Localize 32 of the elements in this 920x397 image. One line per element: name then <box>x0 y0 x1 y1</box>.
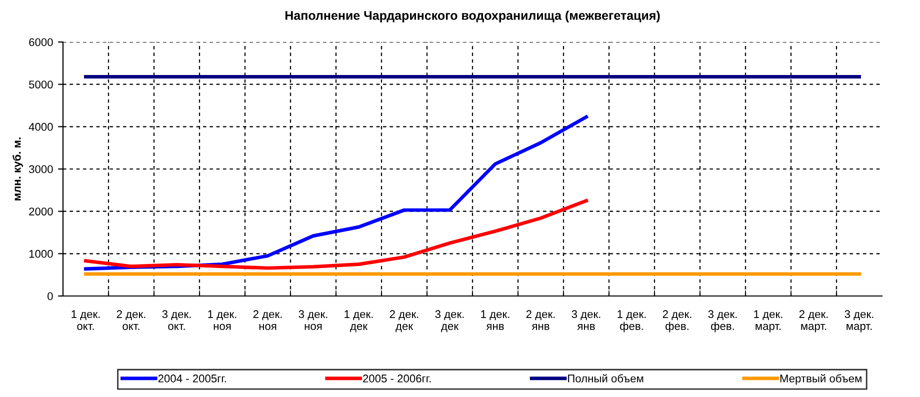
x-tick-label: 3 дек. дек <box>435 310 464 332</box>
x-tick-label: 2 дек. окт. <box>116 310 146 330</box>
x-tick-label: 3 дек. ноя <box>298 310 328 330</box>
y-tick-label: 6000 <box>29 38 53 46</box>
x-tick-label: 2 дек. март. <box>799 310 828 332</box>
legend-label: Мертвый объем <box>780 374 862 385</box>
x-tick-label: 2 дек. ноя <box>253 310 282 330</box>
x-tick-label: 1 дек. фев. <box>618 310 646 332</box>
y-tick-label: 5000 <box>29 80 53 88</box>
x-tick-label: 2 дек. дек <box>390 310 418 332</box>
x-tick-label: 1 дек. окт. <box>72 310 100 330</box>
x-tick-label: 3 дек. фев. <box>708 310 737 332</box>
y-axis-title: млн. куб. м. <box>12 138 24 200</box>
x-tick-label: 1 дек. янв <box>481 310 510 330</box>
x-tick-label: 2 дек. фев. <box>662 310 692 332</box>
legend-label: 2004 - 2005гг. <box>158 374 226 382</box>
legend-label: 2005 - 2006гг. <box>363 374 431 382</box>
y-tick-label: 3000 <box>28 165 53 174</box>
line-series <box>84 199 588 270</box>
x-tick-label: 3 дек. март. <box>844 310 874 332</box>
x-tick-label: 1 дек. ноя <box>208 310 236 330</box>
x-tick-label: 3 дек. янв <box>572 310 600 330</box>
y-tick-label: 0 <box>48 292 53 300</box>
x-tick-label: 3 дек. окт. <box>162 310 191 330</box>
y-tick-label: 4000 <box>28 122 53 131</box>
legend-label: Полный объем <box>568 374 644 382</box>
chart-title: Наполнение Чардаринского водохранилища (межвегетация) <box>285 10 660 22</box>
x-tick-label: 2 дек. янв <box>526 310 555 330</box>
y-tick-label: 2000 <box>29 208 53 216</box>
x-tick-label: 1 дек. дек <box>344 310 373 332</box>
x-tick-label: 1 дек. март. <box>754 310 782 332</box>
y-tick-label: 1000 <box>29 250 53 258</box>
